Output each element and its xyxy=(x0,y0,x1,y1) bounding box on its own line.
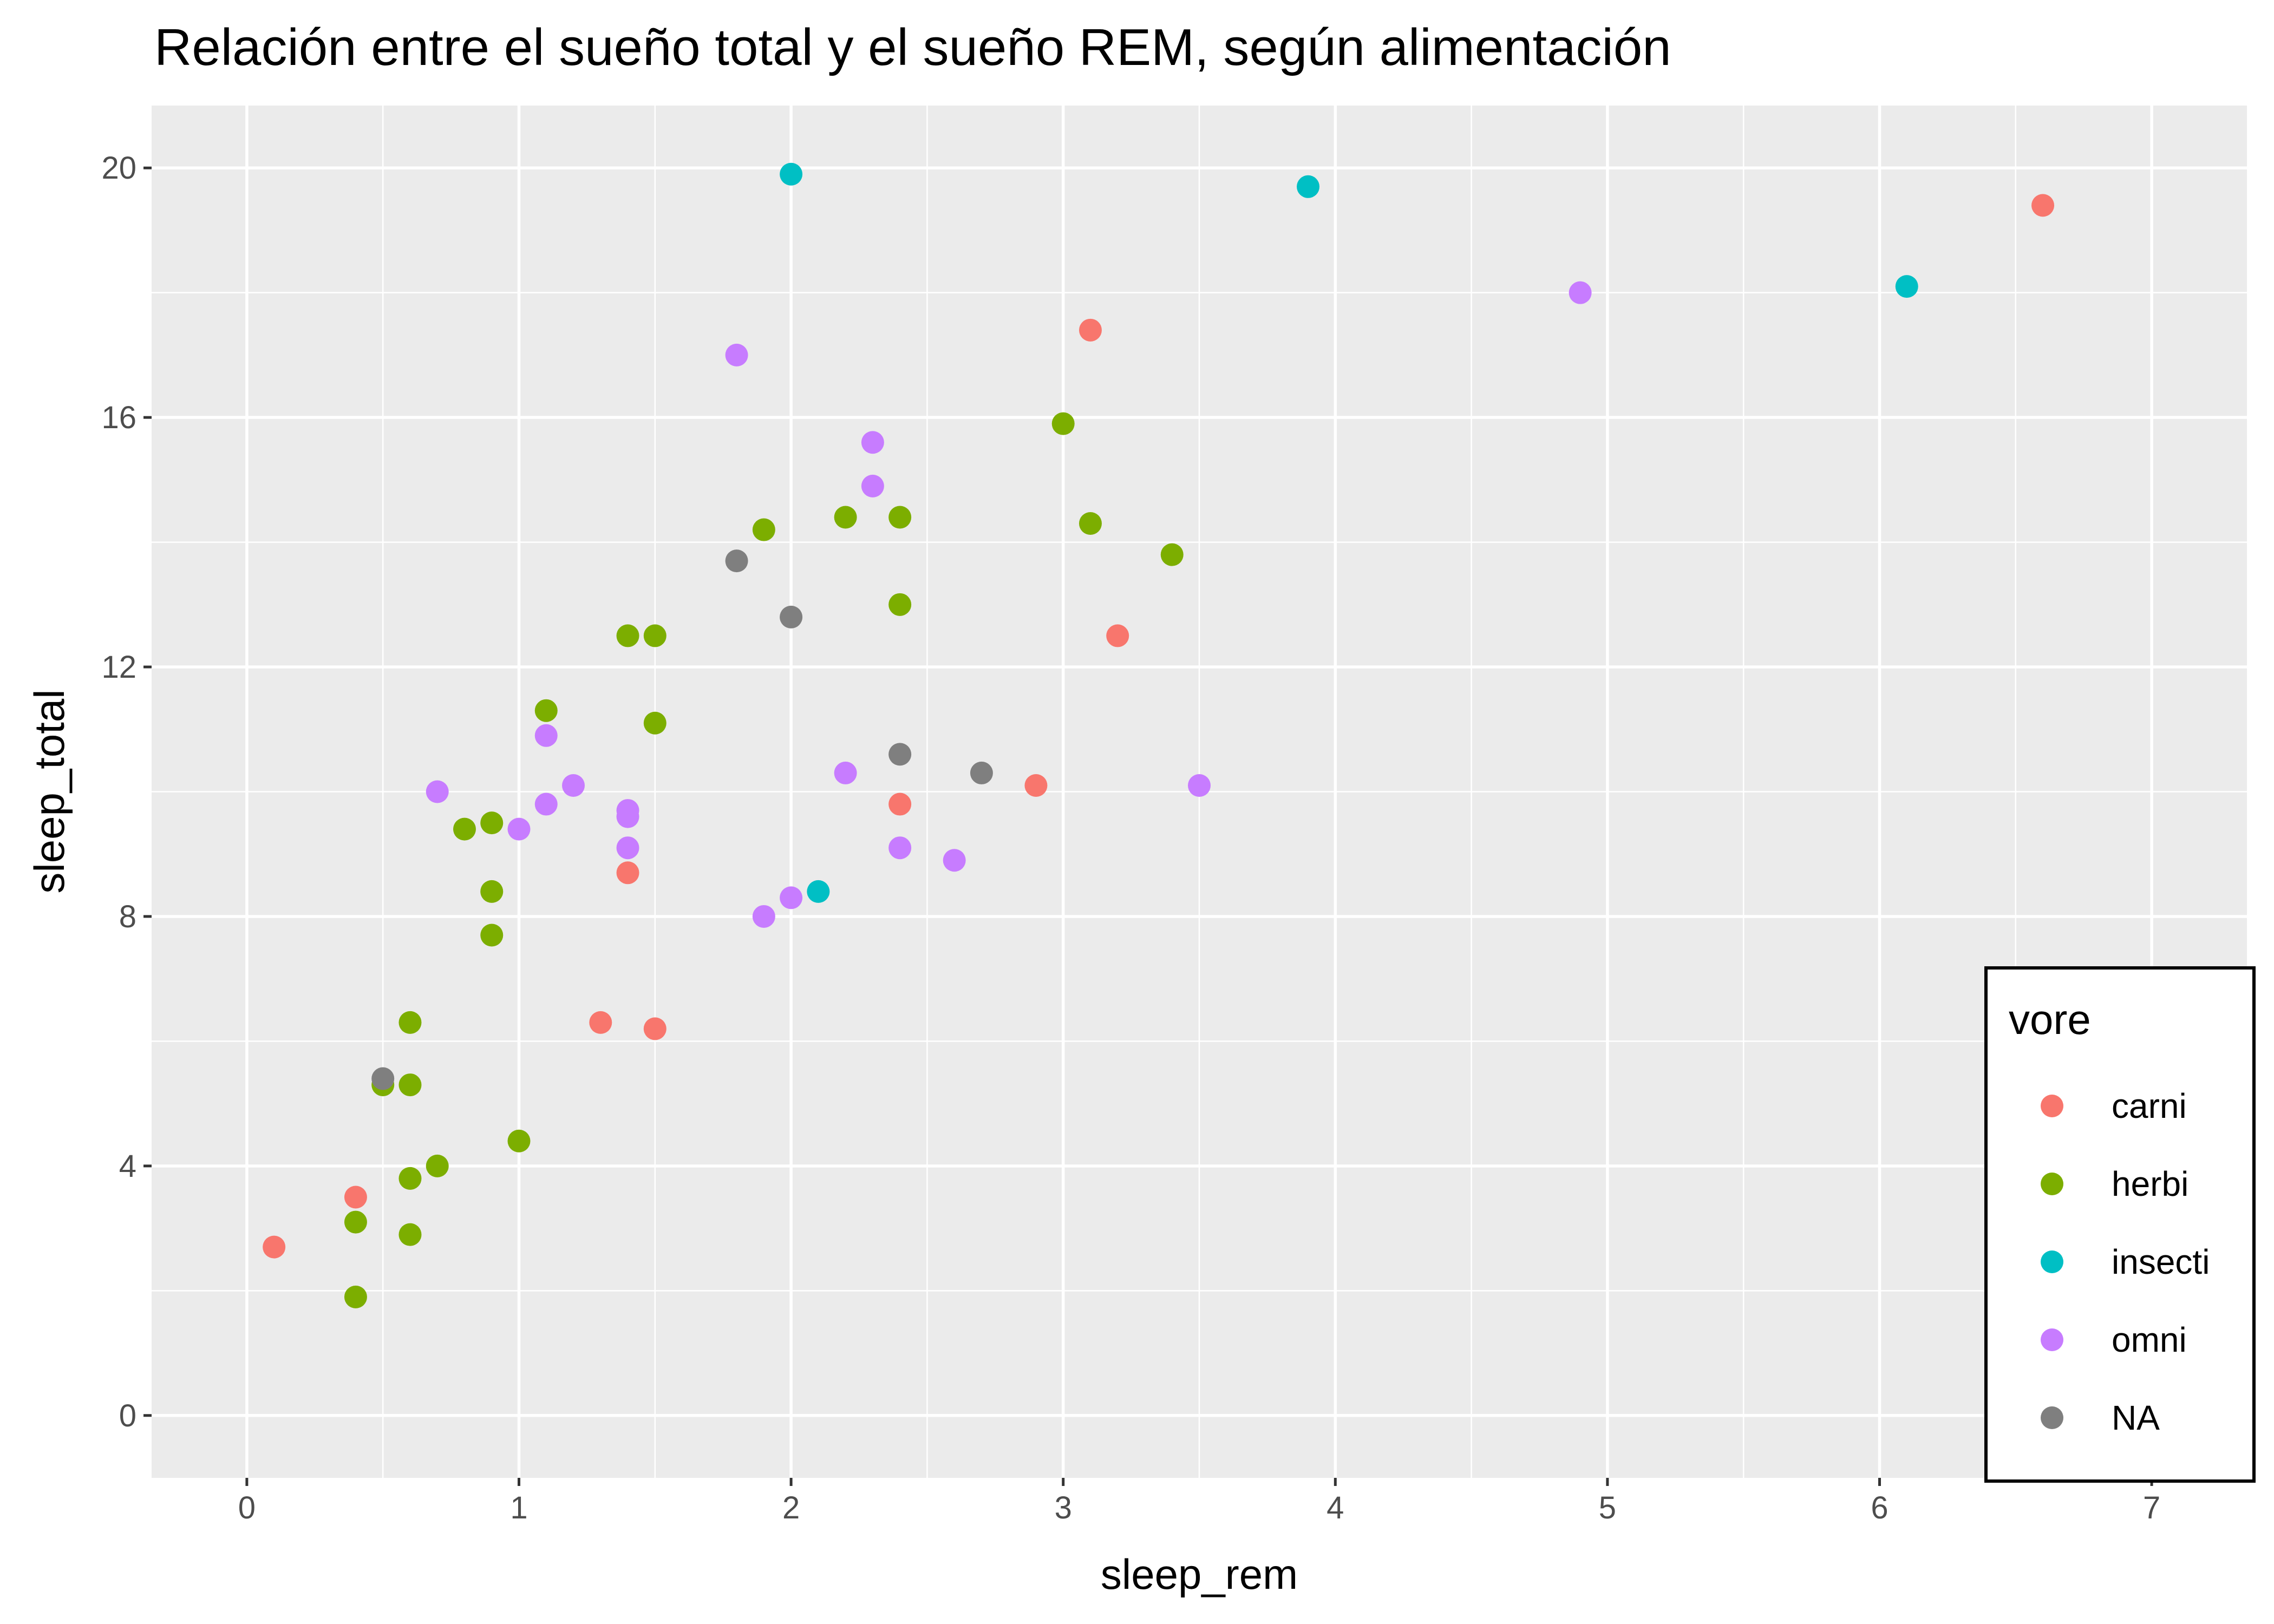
point-herbi xyxy=(643,711,666,735)
point-omni xyxy=(1569,281,1592,304)
point-omni xyxy=(616,805,639,828)
chart-title: Relación entre el sueño total y el sueño… xyxy=(154,18,1671,76)
data-points xyxy=(263,162,2055,1308)
x-axis: 0 1 2 3 4 5 6 7 xyxy=(238,1478,2160,1525)
point-na xyxy=(970,761,993,784)
y-tick-label: 4 xyxy=(119,1149,136,1184)
y-tick-label: 0 xyxy=(119,1398,136,1433)
y-tick-label: 8 xyxy=(119,899,136,934)
point-herbi xyxy=(344,1285,367,1308)
x-tick-label: 4 xyxy=(1327,1490,1344,1525)
point-carni xyxy=(1106,624,1129,647)
point-omni xyxy=(752,905,775,928)
point-omni xyxy=(426,780,449,803)
y-tick-label: 16 xyxy=(101,400,136,435)
x-tick-label: 3 xyxy=(1055,1490,1072,1525)
point-carni xyxy=(1024,774,1048,797)
point-na xyxy=(888,743,912,766)
point-omni xyxy=(861,474,884,497)
point-omni xyxy=(834,761,857,784)
point-insecti xyxy=(780,162,803,186)
point-carni xyxy=(2031,194,2055,217)
point-herbi xyxy=(398,1073,422,1097)
x-axis-title: sleep_rem xyxy=(1101,1550,1298,1598)
point-herbi xyxy=(480,880,504,903)
point-omni xyxy=(861,431,884,454)
point-herbi xyxy=(344,1210,367,1234)
legend-label-omni: omni xyxy=(2112,1320,2187,1359)
point-carni xyxy=(616,861,639,885)
y-axis-title: sleep_total xyxy=(25,689,73,893)
point-herbi xyxy=(643,624,666,647)
legend-key-carni xyxy=(2041,1095,2063,1117)
point-omni xyxy=(507,817,531,841)
point-herbi xyxy=(480,924,504,947)
point-herbi xyxy=(1079,512,1102,535)
legend-label-herbi: herbi xyxy=(2112,1164,2188,1203)
point-insecti xyxy=(807,880,830,903)
point-herbi xyxy=(834,506,857,529)
point-carni xyxy=(263,1235,286,1259)
point-herbi xyxy=(398,1167,422,1190)
x-tick-label: 0 xyxy=(238,1490,256,1525)
point-herbi xyxy=(480,811,504,835)
x-tick-label: 6 xyxy=(1871,1490,1888,1525)
point-omni xyxy=(534,793,558,816)
point-herbi xyxy=(616,624,639,647)
point-carni xyxy=(589,1011,612,1034)
point-herbi xyxy=(1160,543,1184,566)
point-herbi xyxy=(398,1011,422,1034)
point-herbi xyxy=(453,817,476,841)
point-herbi xyxy=(534,699,558,722)
point-na xyxy=(780,605,803,628)
point-herbi xyxy=(888,593,912,616)
point-insecti xyxy=(1895,275,1918,298)
x-tick-label: 7 xyxy=(2143,1490,2160,1525)
point-omni xyxy=(616,836,639,860)
point-carni xyxy=(643,1017,666,1040)
point-omni xyxy=(888,836,912,860)
y-tick-label: 20 xyxy=(101,150,136,186)
legend-label-carni: carni xyxy=(2112,1086,2187,1125)
point-carni xyxy=(888,793,912,816)
point-omni xyxy=(1188,774,1211,797)
point-omni xyxy=(562,774,585,797)
point-herbi xyxy=(752,518,775,541)
point-herbi xyxy=(426,1154,449,1177)
legend-title: vore xyxy=(2009,996,2091,1043)
legend-key-insecti xyxy=(2041,1250,2063,1273)
point-omni xyxy=(534,724,558,747)
legend: vore carni herbi insecti omni NA xyxy=(1984,966,2256,1483)
legend-label-insecti: insecti xyxy=(2112,1242,2210,1281)
legend-key-omni xyxy=(2041,1328,2063,1351)
point-carni xyxy=(1079,318,1102,342)
point-na xyxy=(725,549,748,573)
legend-box xyxy=(1984,966,2256,1483)
point-omni xyxy=(943,849,966,872)
legend-label-na: NA xyxy=(2112,1398,2160,1437)
point-na xyxy=(371,1067,395,1090)
x-tick-label: 5 xyxy=(1599,1490,1616,1525)
legend-key-na xyxy=(2041,1406,2063,1429)
point-omni xyxy=(780,886,803,909)
legend-items: carni herbi insecti omni NA xyxy=(2041,1086,2210,1437)
x-tick-label: 1 xyxy=(510,1490,527,1525)
point-herbi xyxy=(888,506,912,529)
point-herbi xyxy=(507,1129,531,1152)
legend-key-herbi xyxy=(2041,1173,2063,1195)
point-omni xyxy=(725,343,748,366)
point-herbi xyxy=(1051,412,1075,435)
point-herbi xyxy=(398,1223,422,1246)
point-insecti xyxy=(1297,175,1320,198)
y-tick-label: 12 xyxy=(101,650,136,685)
x-tick-label: 2 xyxy=(782,1490,800,1525)
y-axis: 0 4 8 12 16 20 xyxy=(101,150,152,1433)
point-carni xyxy=(344,1186,367,1209)
